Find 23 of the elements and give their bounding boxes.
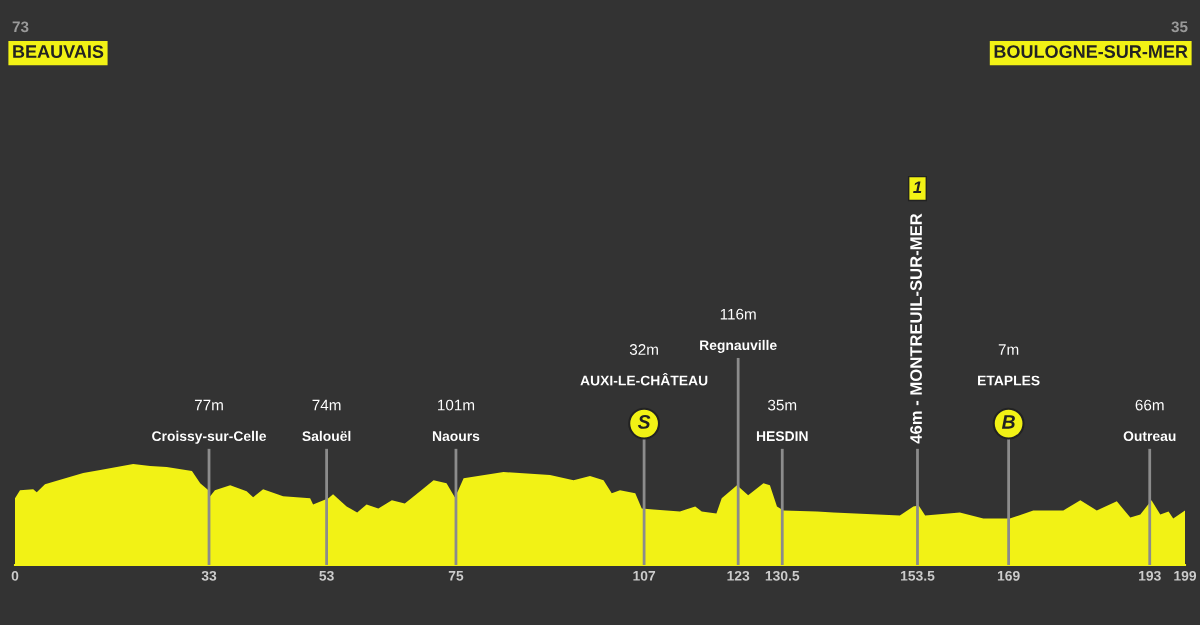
x-tick-label: 0 <box>11 570 19 581</box>
x-tick-label: 123 <box>727 570 750 581</box>
x-tick-label: 33 <box>201 570 217 581</box>
text: 35m HESDIN <box>756 399 808 442</box>
text: BOULOGNE-SUR-MER <box>994 45 1188 58</box>
text: 66m Outreau <box>1123 399 1176 442</box>
x-tick-label: 53 <box>319 570 334 581</box>
x-tick-label: 130.5 <box>765 570 800 581</box>
x-tick-label: 153.5 <box>900 570 935 581</box>
text: 77m Croissy-sur-Celle <box>152 399 267 444</box>
text: 7m ETAPLES B <box>978 344 1040 429</box>
text: 116m Regnauville <box>700 308 777 353</box>
text: 101m Naours <box>432 399 480 442</box>
x-tick-label: 193 <box>1139 570 1161 581</box>
x-tick-label: 169 <box>997 570 1020 581</box>
x-tick-label: 199 <box>1174 570 1197 581</box>
x-tick-label: 107 <box>633 570 656 581</box>
text: 35 <box>1171 21 1188 33</box>
text: 74m Salouël <box>302 399 351 442</box>
text: 73 <box>12 21 29 33</box>
x-tick-label: 75 <box>448 571 464 581</box>
text: BEAUVAIS <box>13 45 104 58</box>
text: 46m - MONTREUIL-SUR-MER 1 <box>910 181 922 444</box>
